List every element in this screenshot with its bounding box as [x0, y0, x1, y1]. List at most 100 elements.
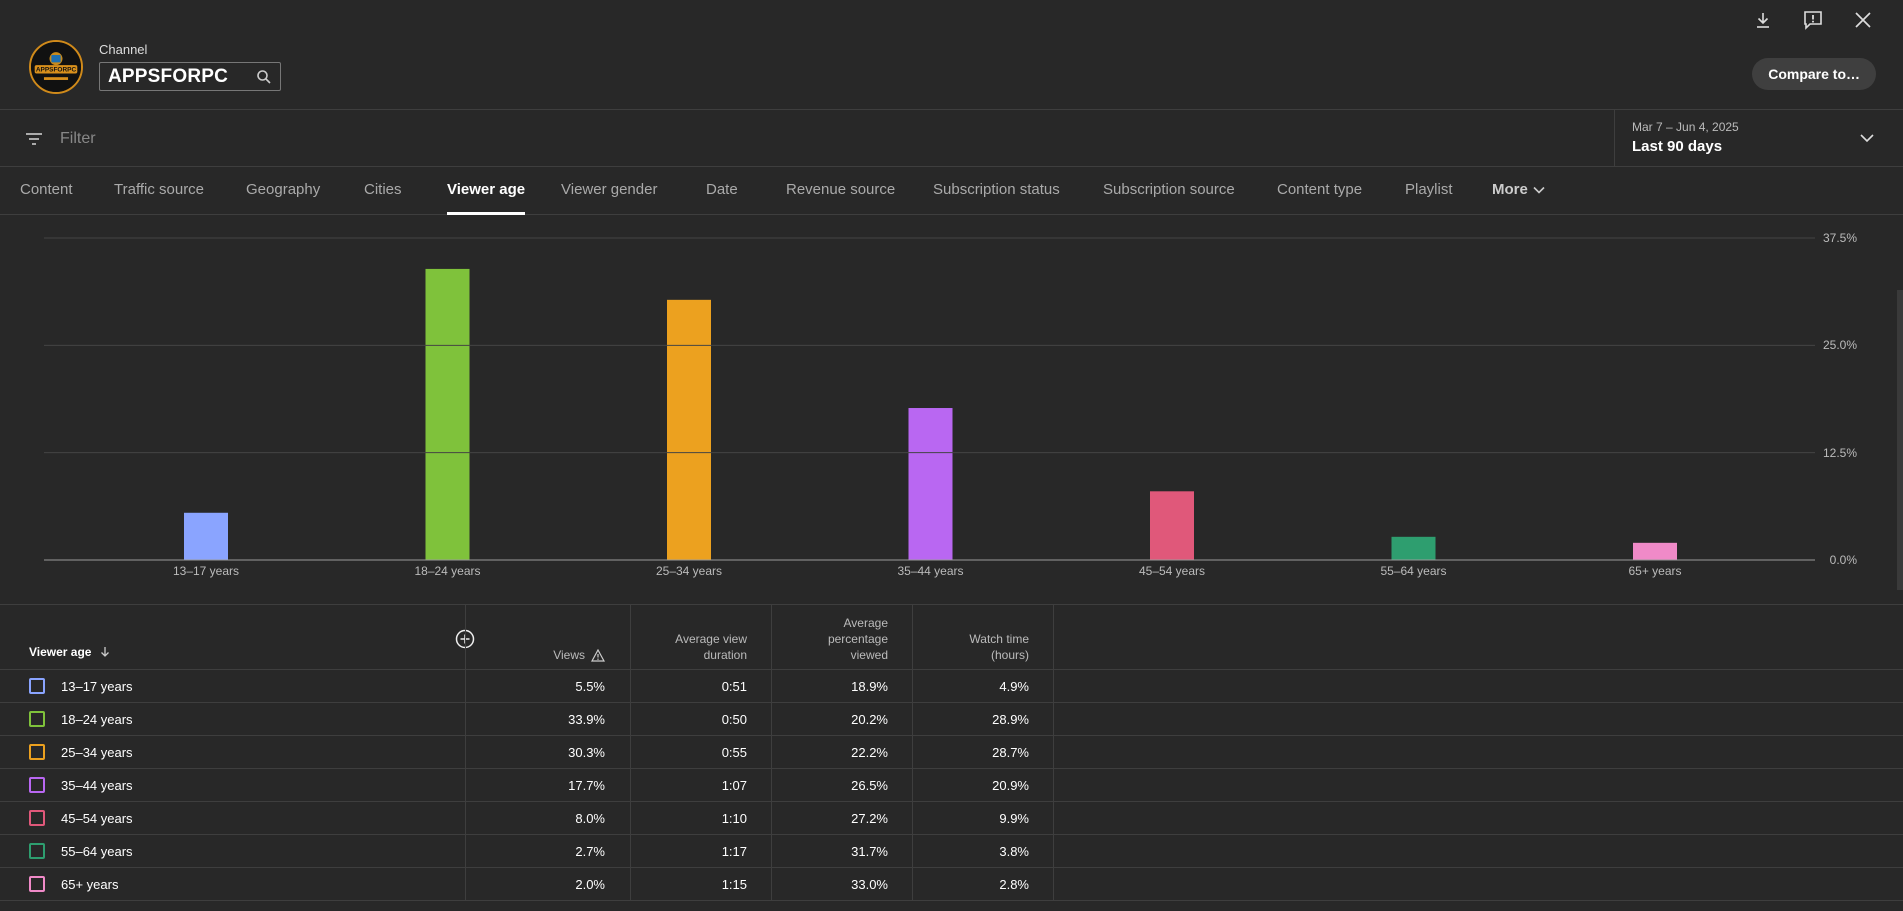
header: APPSFORPC Channel APPSFORPC Compare to… — [0, 0, 1903, 110]
table-row[interactable]: 35–44 years 17.7% 1:07 26.5% 20.9% — [0, 768, 1903, 801]
row-views: 17.7% — [568, 778, 605, 793]
column-header-avg-pct-line3: viewed — [850, 648, 888, 662]
row-watch-time: 2.8% — [999, 877, 1029, 892]
column-header-viewer-age[interactable]: Viewer age — [29, 645, 111, 659]
tab-viewer-gender[interactable]: Viewer gender — [561, 181, 658, 198]
row-avg-view-duration: 1:17 — [721, 844, 747, 859]
row-views: 2.7% — [575, 844, 605, 859]
channel-logo: APPSFORPC — [31, 42, 81, 92]
bar-55-64-years[interactable] — [1391, 536, 1436, 560]
filter-icon[interactable] — [24, 129, 44, 149]
row-age: 65+ years — [61, 877, 119, 892]
bar-25-34-years[interactable] — [667, 299, 711, 560]
date-range-text: Mar 7 – Jun 4, 2025 — [1632, 120, 1739, 134]
filter-input[interactable] — [60, 127, 460, 151]
row-avg-view-duration: 1:10 — [721, 811, 747, 826]
row-avg-view-duration: 1:07 — [721, 778, 747, 793]
column-header-viewer-age-label: Viewer age — [29, 645, 92, 659]
series-checkbox[interactable] — [29, 876, 45, 892]
feedback-icon[interactable] — [1801, 8, 1825, 32]
table-row[interactable]: 55–64 years 2.7% 1:17 31.7% 3.8% — [0, 834, 1903, 867]
bar-65-years[interactable] — [1633, 542, 1677, 560]
close-icon[interactable] — [1851, 8, 1875, 32]
dimension-tabs: Content Traffic source Geography Cities … — [0, 167, 1903, 215]
series-checkbox[interactable] — [29, 810, 45, 826]
column-header-watch-time[interactable]: Watch time (hours) — [910, 605, 1029, 669]
date-period-text: Last 90 days — [1632, 138, 1723, 155]
bar-chart-svg — [44, 237, 1815, 561]
download-icon[interactable] — [1751, 8, 1775, 32]
bar-13-17-years[interactable] — [184, 512, 228, 560]
tab-geography[interactable]: Geography — [246, 181, 321, 198]
y-tick-label: 12.5% — [1822, 445, 1857, 460]
bar-35-44-years[interactable] — [908, 408, 953, 560]
x-tick-label: 45–54 years — [1138, 564, 1206, 578]
column-header-watch-time-line2: (hours) — [990, 648, 1029, 662]
series-checkbox[interactable] — [29, 711, 45, 727]
tab-more-label: More — [1492, 181, 1528, 198]
tab-revenue-source[interactable]: Revenue source — [786, 181, 896, 198]
table-row[interactable]: 25–34 years 30.3% 0:55 22.2% 28.7% — [0, 735, 1903, 768]
tab-viewer-age[interactable]: Viewer age — [447, 181, 526, 215]
row-views: 8.0% — [575, 811, 605, 826]
table-row[interactable]: 65+ years 2.0% 1:15 33.0% 2.8% — [0, 867, 1903, 900]
tab-traffic-source[interactable]: Traffic source — [114, 181, 205, 198]
row-watch-time: 28.9% — [992, 712, 1029, 727]
search-icon[interactable] — [256, 69, 272, 85]
tab-content[interactable]: Content — [20, 181, 73, 198]
viewer-age-table: Viewer age Views Average view duration A… — [0, 604, 1903, 911]
y-tick-label: 0.0% — [1829, 553, 1857, 567]
tab-content-type[interactable]: Content type — [1277, 181, 1363, 198]
y-tick-label: 37.5% — [1822, 231, 1857, 245]
row-watch-time: 4.9% — [999, 679, 1029, 694]
table-row[interactable]: 18–24 years 33.9% 0:50 20.2% 28.9% — [0, 702, 1903, 735]
x-tick-label: 65+ years — [1628, 564, 1682, 578]
column-divider — [1053, 605, 1054, 900]
row-avg-percentage-viewed: 18.9% — [851, 679, 888, 694]
row-avg-percentage-viewed: 26.5% — [851, 778, 888, 793]
row-avg-percentage-viewed: 31.7% — [851, 844, 888, 859]
table-row[interactable]: 45–54 years 8.0% 1:10 27.2% 9.9% — [0, 801, 1903, 834]
row-avg-percentage-viewed: 27.2% — [851, 811, 888, 826]
bar-45-54-years[interactable] — [1150, 491, 1194, 560]
row-avg-percentage-viewed: 20.2% — [851, 712, 888, 727]
column-header-avg-pct-line2: percentage — [827, 632, 888, 646]
row-age: 35–44 years — [61, 778, 133, 793]
row-age: 55–64 years — [61, 844, 133, 859]
tab-date[interactable]: Date — [706, 181, 738, 198]
tab-subscription-status[interactable]: Subscription status — [933, 181, 1060, 198]
table-row[interactable]: 13–17 years 5.5% 0:51 18.9% 4.9% — [0, 669, 1903, 702]
row-avg-view-duration: 1:15 — [721, 877, 747, 892]
series-checkbox[interactable] — [29, 678, 45, 694]
row-avg-view-duration: 0:50 — [721, 712, 747, 727]
channel-selector[interactable]: APPSFORPC — [99, 62, 281, 91]
filter-bar: Mar 7 – Jun 4, 2025 Last 90 days — [0, 110, 1903, 167]
column-header-avg-percentage-viewed[interactable]: Average percentage viewed — [770, 605, 888, 669]
bar-18-24-years[interactable] — [425, 268, 470, 560]
compare-button[interactable]: Compare to… — [1752, 58, 1876, 90]
scrollbar-thumb[interactable] — [1897, 290, 1903, 590]
column-header-views[interactable]: Views — [465, 605, 605, 669]
row-watch-time: 9.9% — [999, 811, 1029, 826]
tab-playlist[interactable]: Playlist — [1405, 181, 1453, 198]
chevron-down-icon — [1533, 186, 1545, 194]
tab-more[interactable]: More — [1492, 181, 1546, 215]
column-header-avg-view-duration[interactable]: Average view duration — [630, 605, 747, 669]
column-divider — [465, 605, 466, 900]
series-checkbox[interactable] — [29, 744, 45, 760]
channel-name: APPSFORPC — [108, 65, 229, 87]
row-avg-view-duration: 0:55 — [721, 745, 747, 760]
y-tick-label: 25.0% — [1822, 338, 1857, 353]
series-checkbox[interactable] — [29, 777, 45, 793]
row-views: 30.3% — [568, 745, 605, 760]
tab-subscription-source[interactable]: Subscription source — [1103, 181, 1235, 198]
arrow-down-icon — [101, 647, 110, 657]
date-range-picker[interactable]: Mar 7 – Jun 4, 2025 Last 90 days — [1614, 110, 1903, 167]
series-checkbox[interactable] — [29, 843, 45, 859]
row-watch-time: 3.8% — [999, 844, 1029, 859]
row-age: 13–17 years — [61, 679, 133, 694]
channel-avatar[interactable]: APPSFORPC — [29, 40, 83, 94]
column-divider — [771, 605, 772, 900]
row-views: 2.0% — [575, 877, 605, 892]
tab-cities[interactable]: Cities — [364, 181, 402, 198]
